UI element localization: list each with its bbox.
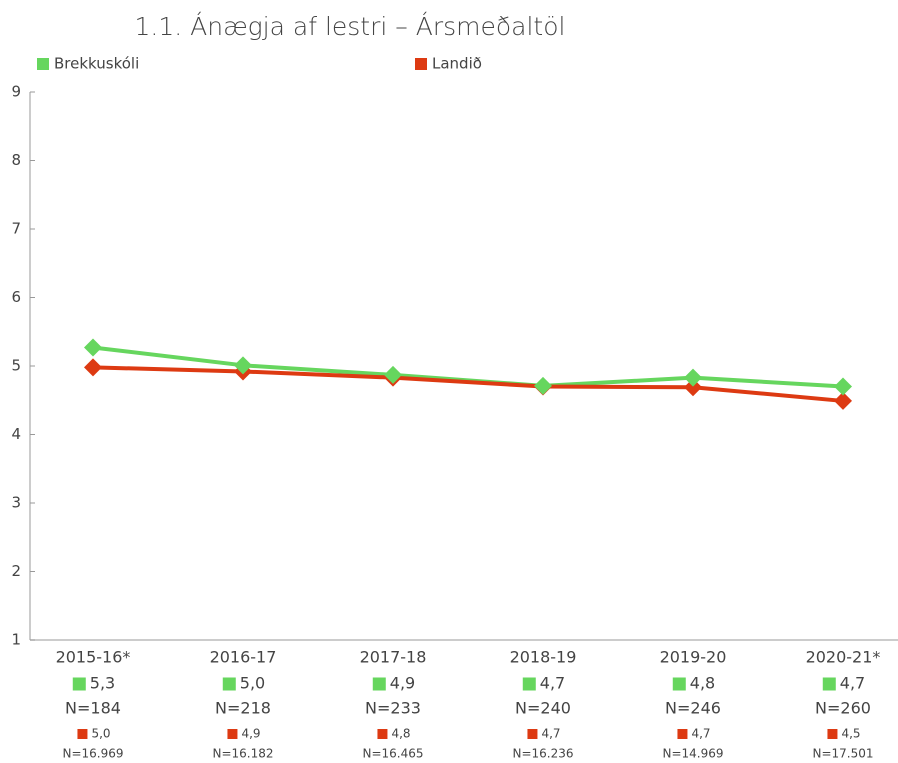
legend-label: Landið — [432, 55, 482, 73]
value-swatch — [822, 677, 836, 691]
value-label: 5,0 — [91, 727, 110, 741]
value-label: 4,5 — [841, 727, 860, 741]
marker — [84, 358, 102, 377]
value-label: 4,7 — [541, 727, 560, 741]
n-label: N=16.236 — [512, 747, 573, 761]
chart-title: 1.1. Ánægja af lestri – Ársmeðaltöl — [135, 12, 566, 41]
y-tick-label: 1 — [11, 631, 21, 649]
value-swatch — [222, 677, 236, 691]
x-tick-label: 2015-16* — [56, 648, 131, 667]
y-tick-label: 8 — [11, 151, 21, 169]
marker — [534, 376, 552, 395]
y-tick-label: 9 — [11, 83, 21, 101]
value-swatch — [372, 677, 386, 691]
n-label: N=16.182 — [212, 747, 273, 761]
value-label: 5,3 — [90, 674, 115, 693]
value-label: 5,0 — [240, 674, 265, 693]
legend-label: Brekkuskóli — [54, 55, 139, 73]
value-label: 4,9 — [390, 674, 415, 693]
y-tick-label: 7 — [11, 220, 21, 238]
value-label: 4,9 — [241, 727, 260, 741]
value-label: 4,7 — [540, 674, 565, 693]
y-tick-label: 3 — [11, 494, 21, 512]
n-label: N=246 — [665, 699, 721, 718]
value-swatch — [527, 729, 538, 739]
n-label: N=17.501 — [812, 747, 873, 761]
marker — [684, 368, 702, 387]
n-label: N=218 — [215, 699, 271, 718]
x-tick-label: 2016-17 — [210, 648, 277, 667]
value-swatch — [672, 677, 686, 691]
value-label: 4,8 — [391, 727, 410, 741]
n-label: N=233 — [365, 699, 421, 718]
y-tick-label: 2 — [11, 562, 21, 580]
n-label: N=16.969 — [62, 747, 123, 761]
value-swatch — [677, 729, 688, 739]
value-swatch — [522, 677, 536, 691]
marker — [84, 338, 102, 357]
marker — [684, 378, 702, 397]
x-tick-label: 2019-20 — [660, 648, 727, 667]
value-swatch — [227, 729, 238, 739]
n-label: N=240 — [515, 699, 571, 718]
y-tick-label: 4 — [11, 425, 21, 443]
value-swatch — [72, 677, 86, 691]
value-label: 4,7 — [691, 727, 710, 741]
y-tick-label: 6 — [11, 288, 21, 306]
n-label: N=260 — [815, 699, 871, 718]
legend-swatch — [37, 58, 49, 70]
marker — [384, 365, 402, 384]
legend-swatch — [415, 58, 427, 70]
x-tick-label: 2020-21* — [806, 648, 881, 667]
x-tick-label: 2017-18 — [360, 648, 427, 667]
n-label: N=16.465 — [362, 747, 423, 761]
marker — [834, 377, 852, 396]
n-label: N=184 — [65, 699, 121, 718]
value-swatch — [377, 729, 388, 739]
value-swatch — [827, 729, 838, 739]
value-label: 4,7 — [840, 674, 865, 693]
marker — [234, 356, 252, 375]
x-tick-label: 2018-19 — [510, 648, 577, 667]
series-line — [92, 365, 844, 403]
value-label: 4,8 — [690, 674, 715, 693]
n-label: N=14.969 — [662, 747, 723, 761]
y-tick-label: 5 — [11, 357, 21, 375]
marker — [834, 391, 852, 410]
value-swatch — [77, 729, 88, 739]
